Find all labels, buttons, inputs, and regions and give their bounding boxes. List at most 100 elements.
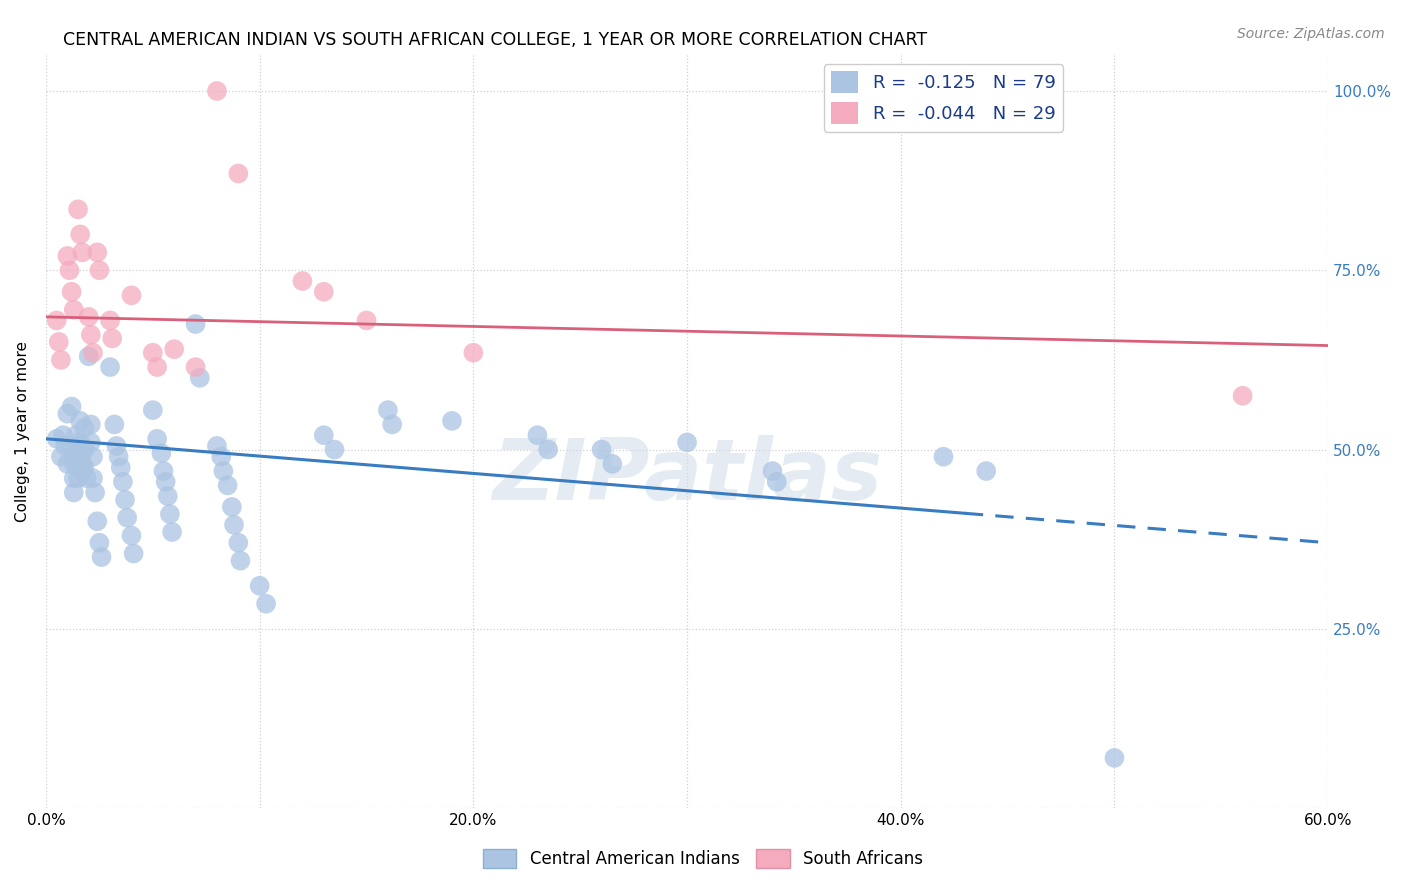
Point — [209, 450, 232, 464]
Point — [103, 417, 125, 432]
Point — [932, 450, 955, 464]
Point — [217, 478, 239, 492]
Point — [105, 439, 128, 453]
Point — [212, 464, 235, 478]
Point — [110, 460, 132, 475]
Point — [440, 414, 463, 428]
Point — [101, 331, 124, 345]
Point — [65, 428, 87, 442]
Point — [56, 407, 79, 421]
Point — [163, 342, 186, 356]
Point — [80, 417, 103, 432]
Point — [107, 450, 129, 464]
Point — [765, 475, 787, 489]
Point — [1232, 389, 1254, 403]
Point — [115, 510, 138, 524]
Point — [90, 550, 112, 565]
Point — [98, 313, 121, 327]
Point — [45, 313, 67, 327]
Point — [86, 245, 108, 260]
Point — [66, 439, 89, 453]
Point — [49, 352, 72, 367]
Point — [221, 500, 243, 514]
Point — [312, 428, 335, 442]
Point — [84, 485, 107, 500]
Point — [98, 360, 121, 375]
Point — [122, 547, 145, 561]
Point — [312, 285, 335, 299]
Point — [160, 524, 183, 539]
Point — [69, 227, 91, 242]
Point — [291, 274, 314, 288]
Point — [56, 457, 79, 471]
Legend: R =  -0.125   N = 79, R =  -0.044   N = 29: R = -0.125 N = 79, R = -0.044 N = 29 — [824, 64, 1063, 132]
Point — [69, 450, 91, 464]
Point — [66, 460, 89, 475]
Point — [72, 457, 94, 471]
Point — [69, 414, 91, 428]
Legend: Central American Indians, South Africans: Central American Indians, South Africans — [477, 842, 929, 875]
Point — [62, 457, 84, 471]
Point — [62, 471, 84, 485]
Point — [66, 450, 89, 464]
Point — [56, 249, 79, 263]
Point — [150, 446, 173, 460]
Point — [537, 442, 560, 457]
Point — [62, 485, 84, 500]
Point — [72, 245, 94, 260]
Point — [226, 535, 249, 549]
Point — [381, 417, 404, 432]
Point — [205, 439, 228, 453]
Point — [53, 439, 76, 453]
Point — [146, 432, 169, 446]
Point — [73, 442, 96, 457]
Text: CENTRAL AMERICAN INDIAN VS SOUTH AFRICAN COLLEGE, 1 YEAR OR MORE CORRELATION CHA: CENTRAL AMERICAN INDIAN VS SOUTH AFRICAN… — [63, 31, 928, 49]
Point — [591, 442, 613, 457]
Point — [205, 84, 228, 98]
Point — [89, 263, 111, 277]
Point — [66, 202, 89, 217]
Point — [73, 421, 96, 435]
Point — [77, 310, 100, 324]
Point — [72, 464, 94, 478]
Point — [111, 475, 134, 489]
Point — [156, 489, 179, 503]
Y-axis label: College, 1 year or more: College, 1 year or more — [15, 341, 30, 522]
Point — [60, 400, 83, 414]
Point — [80, 327, 103, 342]
Point — [356, 313, 378, 327]
Text: ZIPatlas: ZIPatlas — [492, 435, 882, 518]
Point — [184, 360, 207, 375]
Point — [120, 288, 142, 302]
Point — [222, 517, 245, 532]
Point — [188, 371, 211, 385]
Point — [82, 450, 104, 464]
Point — [69, 435, 91, 450]
Point — [120, 528, 142, 542]
Point — [82, 345, 104, 359]
Point — [974, 464, 997, 478]
Point — [49, 450, 72, 464]
Point — [676, 435, 699, 450]
Point — [152, 464, 174, 478]
Point — [254, 597, 277, 611]
Point — [89, 535, 111, 549]
Point — [600, 457, 623, 471]
Point — [142, 403, 165, 417]
Point — [142, 345, 165, 359]
Point — [463, 345, 485, 359]
Point — [80, 435, 103, 450]
Point — [60, 442, 83, 457]
Point — [76, 471, 98, 485]
Point — [48, 334, 70, 349]
Point — [82, 471, 104, 485]
Point — [155, 475, 177, 489]
Text: Source: ZipAtlas.com: Source: ZipAtlas.com — [1237, 27, 1385, 41]
Point — [526, 428, 548, 442]
Point — [77, 349, 100, 363]
Point — [73, 460, 96, 475]
Point — [229, 554, 252, 568]
Point — [66, 471, 89, 485]
Point — [45, 432, 67, 446]
Point — [60, 285, 83, 299]
